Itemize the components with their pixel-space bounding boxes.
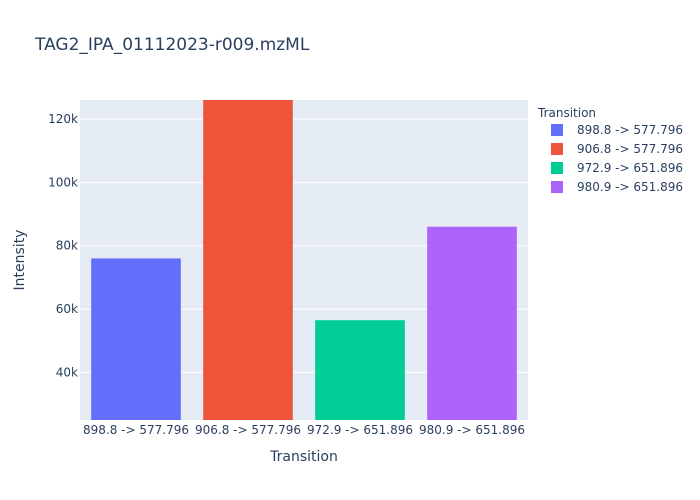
legend-swatch bbox=[551, 181, 563, 193]
bar[interactable] bbox=[91, 258, 181, 420]
y-tick-label: 100k bbox=[48, 175, 78, 189]
legend-swatch bbox=[551, 143, 563, 155]
y-tick-label: 40k bbox=[56, 365, 78, 379]
legend-swatch bbox=[551, 162, 563, 174]
legend-entry[interactable]: 972.9 -> 651.896 bbox=[577, 161, 683, 175]
legend-swatch bbox=[551, 124, 563, 136]
x-tick-label: 972.9 -> 651.896 bbox=[307, 423, 413, 437]
x-tick-label: 906.8 -> 577.796 bbox=[195, 423, 301, 437]
y-axis-ticks: 40k 60k 80k 100k 120k bbox=[48, 112, 78, 379]
x-axis-title: Transition bbox=[269, 449, 338, 465]
y-tick-label: 120k bbox=[48, 112, 78, 126]
y-tick-label: 60k bbox=[56, 302, 78, 316]
legend-entry[interactable]: 898.8 -> 577.796 bbox=[577, 123, 683, 137]
bar[interactable] bbox=[203, 100, 293, 420]
legend-entry[interactable]: 906.8 -> 577.796 bbox=[577, 142, 683, 156]
x-tick-label: 980.9 -> 651.896 bbox=[419, 423, 525, 437]
bars bbox=[91, 100, 517, 420]
x-axis-ticks: 898.8 -> 577.796 906.8 -> 577.796 972.9 ->… bbox=[83, 423, 525, 437]
y-tick-label: 80k bbox=[56, 239, 78, 253]
x-tick-label: 898.8 -> 577.796 bbox=[83, 423, 189, 437]
y-axis-title: Intensity bbox=[12, 230, 28, 291]
bar[interactable] bbox=[427, 226, 517, 420]
bar[interactable] bbox=[315, 320, 405, 420]
legend-entry[interactable]: 980.9 -> 651.896 bbox=[577, 180, 683, 194]
chart-title: TAG2_IPA_01112023-r009.mzML bbox=[34, 35, 310, 55]
legend[interactable]: Transition 898.8 -> 577.796 906.8 -> 577.… bbox=[537, 106, 683, 194]
legend-title: Transition bbox=[537, 106, 596, 120]
